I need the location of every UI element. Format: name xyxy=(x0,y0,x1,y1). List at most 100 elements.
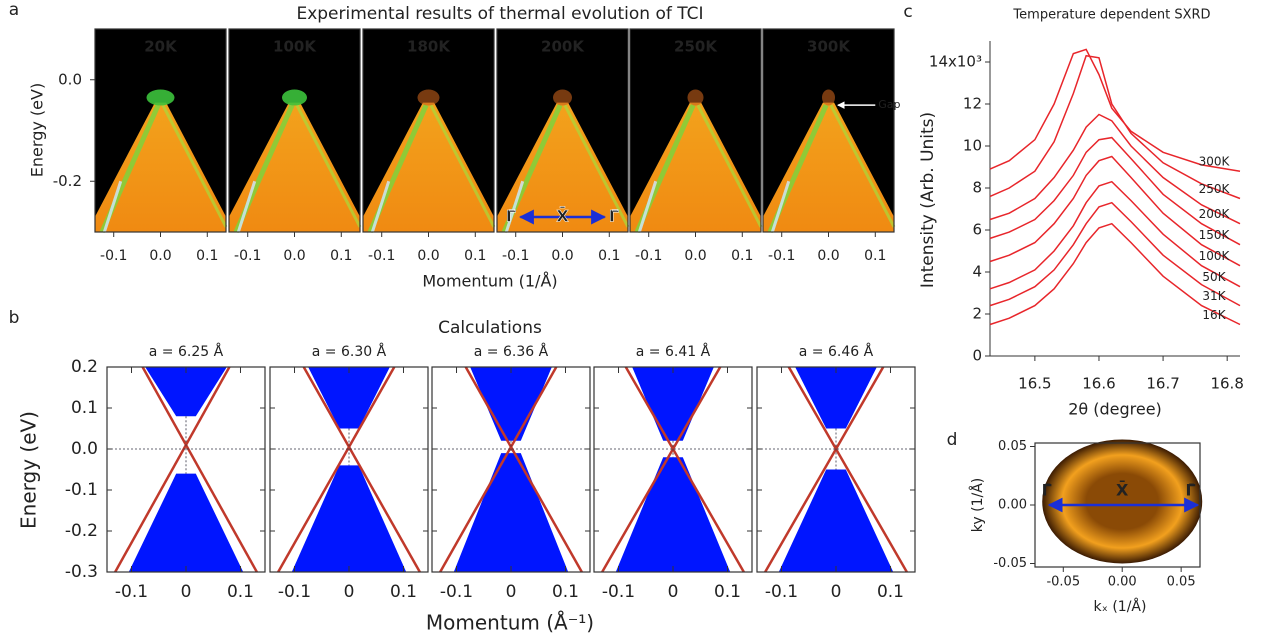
subplot-title: a = 6.41 Å xyxy=(636,343,711,360)
y-tick-label: -0.1 xyxy=(65,480,98,500)
x-tick-label: 0 xyxy=(668,582,679,602)
valence-band xyxy=(778,469,894,572)
surface-state xyxy=(302,366,421,573)
x-tick-label: 0 xyxy=(831,582,842,602)
x-tick-label: 0.1 xyxy=(598,248,620,264)
k-point-label: Γ̄ xyxy=(609,207,619,226)
x-tick-label: 0.1 xyxy=(877,582,904,602)
series-label: 250K xyxy=(1199,182,1231,196)
k-point-label: Γ̄ xyxy=(506,207,516,226)
subplot-title: 20K xyxy=(144,38,178,56)
y-tick-label: -0.2 xyxy=(53,172,82,190)
apex-glow xyxy=(822,89,835,106)
surface-state xyxy=(439,366,558,573)
y-tick-label: 0 xyxy=(972,347,982,365)
conduction-band xyxy=(795,367,877,429)
x-tick-label: 0 xyxy=(344,582,355,602)
apex-glow xyxy=(146,89,175,106)
y-tick-label: -0.2 xyxy=(65,521,98,541)
y-tick-label: -0.05 xyxy=(993,556,1027,571)
band-edge xyxy=(236,180,257,233)
panel-label: b xyxy=(9,308,20,328)
annotation: Gap xyxy=(878,98,900,111)
line-series xyxy=(989,222,1241,326)
panel-label: a xyxy=(9,0,19,20)
y-tick-label: 0.0 xyxy=(71,439,98,459)
x-tick-label: 0.1 xyxy=(714,582,741,602)
line-series xyxy=(989,54,1241,200)
x-tick-label: -0.1 xyxy=(234,248,261,264)
x-tick-label: 0.0 xyxy=(817,248,839,264)
line-series xyxy=(989,136,1241,246)
subplot-title: 300K xyxy=(807,38,851,56)
x-tick-label: 0.1 xyxy=(864,248,886,264)
surface-state xyxy=(141,366,258,573)
x-tick-label: -0.05 xyxy=(1046,575,1080,590)
x-axis-label: kₓ (1/Å) xyxy=(1094,598,1147,615)
line-series xyxy=(989,48,1241,172)
series-label: 100K xyxy=(1199,249,1231,263)
band-edge xyxy=(161,104,228,228)
x-tick-label: -0.1 xyxy=(368,248,395,264)
x-tick-label: 0.0 xyxy=(417,248,439,264)
x-tick-label: 0.0 xyxy=(684,248,706,264)
x-tick-label: 16.7 xyxy=(1146,375,1179,393)
x-tick-label: -0.1 xyxy=(115,582,148,602)
map-intensity xyxy=(1042,439,1203,564)
band-cone xyxy=(630,102,761,233)
conduction-band xyxy=(145,367,227,417)
surface-state xyxy=(764,366,885,573)
k-point-label: X̄ xyxy=(556,206,569,226)
band-cone xyxy=(497,102,628,233)
band-edge xyxy=(637,180,658,233)
x-tick-label: -0.1 xyxy=(635,248,662,264)
y-tick-label: 2 xyxy=(972,305,982,323)
y-tick-label: 6 xyxy=(972,221,982,239)
x-axis-label: Momentum (Å⁻¹) xyxy=(426,611,594,635)
x-tick-label: 0.1 xyxy=(464,248,486,264)
surface-state xyxy=(277,366,396,573)
band-edge xyxy=(696,104,763,228)
subplot-title: a = 6.46 Å xyxy=(799,343,874,360)
apex-glow xyxy=(553,89,572,106)
apex-glow xyxy=(417,89,440,106)
series-label: 200K xyxy=(1199,207,1231,221)
y-tick-label: 0.05 xyxy=(998,439,1027,454)
y-tick-label: 14x10³ xyxy=(929,53,982,71)
surface-state xyxy=(114,366,231,573)
x-tick-label: 0.1 xyxy=(552,582,579,602)
valence-band xyxy=(453,453,569,572)
valence-band xyxy=(291,465,407,572)
x-tick-label: -0.1 xyxy=(502,248,529,264)
x-tick-label: -0.1 xyxy=(602,582,635,602)
panel-title: Experimental results of thermal evolutio… xyxy=(296,4,703,24)
band-edge xyxy=(102,180,123,233)
surface-state xyxy=(601,366,722,573)
y-tick-label: 8 xyxy=(972,179,982,197)
x-tick-label: 0.1 xyxy=(227,582,254,602)
conduction-band xyxy=(308,367,390,429)
surface-state xyxy=(624,366,745,573)
band-edge xyxy=(504,180,525,233)
y-tick-label: -0.3 xyxy=(65,562,98,582)
band-cone xyxy=(763,102,894,233)
y-tick-label: 0.2 xyxy=(71,357,98,377)
series-label: 150K xyxy=(1199,228,1231,242)
x-tick-label: 0.05 xyxy=(1167,575,1196,590)
panel-label: c xyxy=(903,2,912,22)
y-tick-label: 0.00 xyxy=(998,498,1027,513)
k-point-label: Γ̄ xyxy=(1185,481,1195,500)
x-tick-label: 0.0 xyxy=(551,248,573,264)
series-label: 50K xyxy=(1202,270,1226,284)
band-edge xyxy=(563,104,630,228)
x-tick-label: 16.5 xyxy=(1018,375,1051,393)
y-axis-label: Energy (eV) xyxy=(17,411,41,529)
k-point-label: X̄ xyxy=(1116,480,1129,500)
x-tick-label: 0.1 xyxy=(196,248,218,264)
subplot-title: 200K xyxy=(541,38,585,56)
apex-glow xyxy=(282,89,307,106)
y-tick-label: 0.1 xyxy=(71,398,98,418)
subplot-title: a = 6.36 Å xyxy=(474,343,549,360)
